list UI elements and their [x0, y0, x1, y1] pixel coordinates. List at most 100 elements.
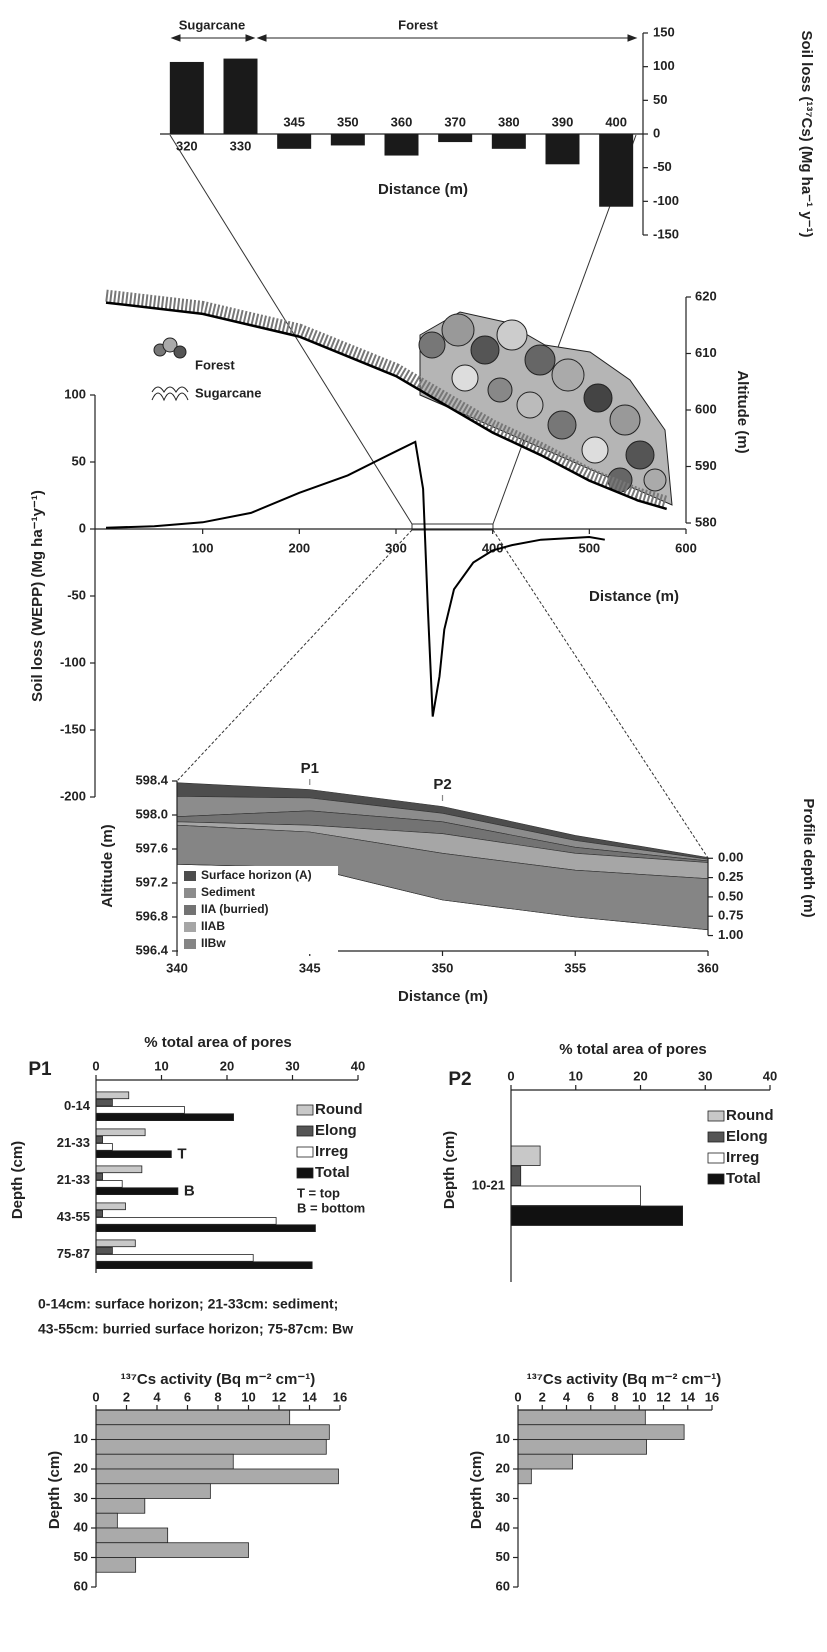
y2-tick-label: 0.25	[718, 869, 743, 884]
bar	[96, 1240, 135, 1247]
x-tick-label: 350	[432, 960, 454, 975]
x-tick-label: 360	[391, 114, 413, 129]
x-tick-label: 30	[698, 1068, 712, 1083]
bar	[96, 1225, 315, 1232]
x-tick-label: 0	[507, 1068, 514, 1083]
bar-note: T	[177, 1145, 186, 1162]
y2-tick-label: 0.50	[718, 888, 743, 903]
bar	[277, 134, 311, 149]
tree	[488, 378, 512, 402]
legend-swatch	[708, 1132, 724, 1142]
bar	[96, 1151, 171, 1158]
profile-label: P2	[433, 776, 451, 793]
x-tick-label: 12	[656, 1389, 670, 1404]
bar	[385, 134, 419, 156]
y-tick-label: 10	[496, 1431, 510, 1446]
x-tick-label: 40	[351, 1058, 365, 1073]
tree	[471, 336, 499, 364]
y-tick-label: -200	[60, 788, 86, 803]
x-tick-label: 300	[385, 540, 407, 555]
tree	[552, 359, 584, 391]
bar	[599, 134, 633, 207]
tree	[610, 405, 640, 435]
bar	[518, 1469, 531, 1484]
x-tick-label: 350	[337, 114, 359, 129]
x-tick-label: 345	[299, 960, 321, 975]
y-tick-label: 10-21	[472, 1177, 505, 1192]
bar	[96, 1210, 103, 1217]
chart-title: % total area of pores	[144, 1034, 292, 1051]
y-tick-label: -150	[60, 721, 86, 736]
x-tick-label: 400	[605, 114, 627, 129]
y-tick-label: 598.4	[135, 772, 168, 787]
region-arrows	[172, 35, 636, 41]
x-tick-label: 8	[214, 1389, 221, 1404]
bar	[511, 1206, 683, 1226]
bar	[96, 1454, 233, 1469]
y-tick-label: 43-55	[57, 1209, 90, 1224]
x-tick-label: 390	[552, 114, 574, 129]
bar	[96, 1425, 329, 1440]
bar	[546, 134, 580, 164]
x-tick-label: 0	[92, 1389, 99, 1404]
x-tick-label: 0	[514, 1389, 521, 1404]
bar	[96, 1558, 136, 1573]
bar	[438, 134, 472, 142]
legend-label: IIAB	[201, 919, 225, 933]
tree	[582, 437, 608, 463]
y-tick-label: -100	[653, 193, 679, 208]
y2-tick-label: 620	[695, 288, 717, 303]
bar	[96, 1469, 338, 1484]
connector	[493, 530, 708, 858]
y2-tick-label: 1.00	[718, 927, 743, 942]
bar	[96, 1247, 112, 1254]
x-tick-label: 8	[611, 1389, 618, 1404]
y-axis-label: Depth (cm)	[441, 1131, 458, 1209]
arrow-head	[246, 35, 254, 41]
x-tick-label: 6	[184, 1389, 191, 1404]
chart-title: ¹³⁷Cs activity (Bq m⁻² cm⁻¹)	[527, 1371, 722, 1388]
forest-icon	[174, 346, 186, 358]
connector	[177, 530, 412, 781]
x-tick-label: 2	[123, 1389, 130, 1404]
bar	[96, 1092, 129, 1099]
y-tick-label: 60	[496, 1578, 510, 1593]
legend-icons	[152, 338, 188, 400]
x-tick-label: 30	[285, 1058, 299, 1073]
y-tick-label: 50	[74, 1549, 88, 1564]
bar	[96, 1543, 249, 1558]
bar	[96, 1099, 112, 1106]
legend-swatch	[708, 1153, 724, 1163]
x-tick-label: 14	[681, 1389, 696, 1404]
chart-label: P1	[28, 1059, 52, 1080]
tree	[452, 365, 478, 391]
x-tick-label: 14	[302, 1389, 317, 1404]
legend-label: Elong	[726, 1128, 768, 1145]
y-tick-label: 10	[74, 1431, 88, 1446]
legend-label: Total	[315, 1164, 350, 1181]
bar	[224, 59, 258, 134]
y-tick-label: -150	[653, 226, 679, 241]
profile-label: P1	[301, 760, 319, 777]
legend-swatch	[184, 939, 196, 949]
y-tick-label: 596.8	[135, 908, 168, 923]
legend-swatch	[184, 888, 196, 898]
bar	[518, 1440, 647, 1455]
footnote: T = top	[297, 1185, 340, 1200]
y-axis-label: Depth (cm)	[46, 1451, 63, 1529]
y-tick-label: 30	[74, 1490, 88, 1505]
arrow-head	[172, 35, 180, 41]
x-tick-label: 16	[705, 1389, 719, 1404]
x-tick-label: 20	[220, 1058, 234, 1073]
x-tick-label: 330	[230, 138, 252, 153]
bar	[492, 134, 526, 149]
figure: -150-100-5005010015032033034535036037038…	[0, 0, 827, 1652]
bar	[96, 1218, 276, 1225]
sugarcane-icon	[152, 387, 188, 392]
bar	[511, 1146, 540, 1166]
legend-swatch	[297, 1168, 313, 1178]
arrow-head	[258, 35, 266, 41]
x-tick-label: 100	[192, 540, 214, 555]
y-tick-label: 75-87	[57, 1246, 90, 1261]
x-tick-label: 16	[333, 1389, 347, 1404]
